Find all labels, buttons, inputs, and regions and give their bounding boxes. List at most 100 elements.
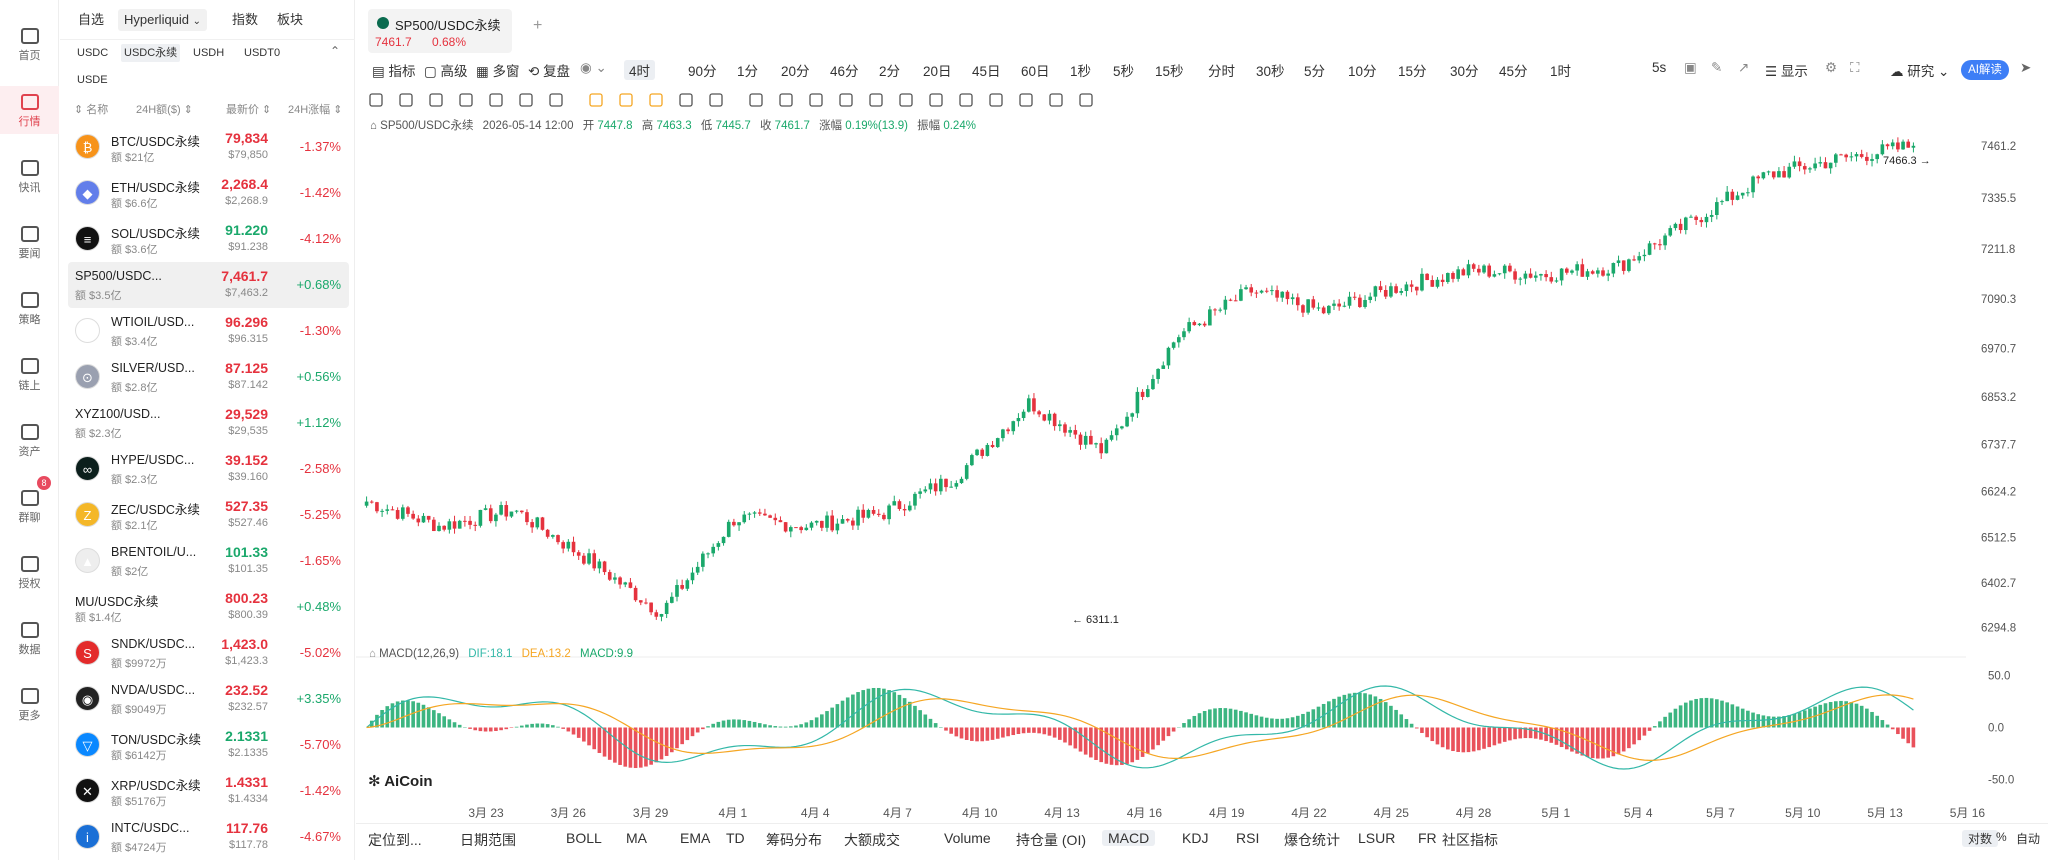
col-change-header[interactable]: 24H涨幅 ⇕	[288, 104, 343, 116]
compare-tool-icon[interactable]	[679, 93, 693, 107]
interval-1[interactable]: 90分	[688, 64, 717, 79]
market-row[interactable]: ✕ XRP/USDC永续额 $5176万 1.4331 $1.4334 -1.42%	[68, 768, 349, 814]
interval-18[interactable]: 45分	[1499, 64, 1528, 79]
ruler-tool-icon[interactable]	[779, 93, 793, 107]
tab-index[interactable]: 指数	[232, 12, 259, 27]
nav-item-6[interactable]: 资产	[0, 416, 59, 464]
nav-item-9[interactable]: 数据	[0, 614, 59, 662]
pen-icon[interactable]: ✎	[1711, 60, 1723, 75]
indicator-tab-13[interactable]: 爆仓统计	[1284, 832, 1340, 848]
indicator-tab-16[interactable]: 社区指标	[1442, 832, 1498, 848]
interval-19[interactable]: 1时	[1550, 64, 1572, 79]
interval-9[interactable]: 1秒	[1070, 64, 1092, 79]
market-row[interactable]: ◉ NVDA/USDC... 额 $9049万 232.52 $232.57 +3.35%	[68, 676, 349, 722]
market-row[interactable]: ∞ HYPE/USDC... 额 $2.3亿 39.152 $39.160 -2.58%	[68, 446, 349, 492]
subtab-usdc[interactable]: USDC	[77, 47, 109, 59]
market-row[interactable]: Z ZEC/USDC永续额 $2.1亿 527.35 $527.46 -5.25%	[68, 492, 349, 538]
market-row[interactable]: ⊙ SILVER/USD... 额 $2.8亿 87.125 $87.142 +0.56%	[68, 354, 349, 400]
hide-legend-icon[interactable]: ⌂	[370, 120, 377, 132]
hline-tool-icon[interactable]	[399, 93, 413, 107]
interval-5[interactable]: 2分	[879, 64, 901, 79]
settings-icon[interactable]: ⚙	[1825, 60, 1838, 75]
macd-settings-icon[interactable]: ⌂	[369, 648, 376, 660]
indicator-tab-5[interactable]: TD	[726, 830, 745, 846]
nav-item-3[interactable]: 要闻	[0, 218, 59, 266]
tab-hyperliquid[interactable]: Hyperliquid ⌄	[118, 9, 208, 31]
interval-0[interactable]: 4时	[624, 60, 656, 80]
market-row[interactable]: SP500/USDC... 额 $3.5亿 7,461.7 $7,463.2 +0.68…	[68, 262, 349, 308]
subtab-usde[interactable]: USDE	[77, 74, 108, 86]
subtab-usdc-perp[interactable]: USDC永续	[121, 44, 181, 62]
redo-tool-icon[interactable]	[1079, 93, 1093, 107]
brush-tool-icon[interactable]	[839, 93, 853, 107]
indicator-tab-12[interactable]: RSI	[1236, 830, 1260, 846]
export-icon[interactable]: ↗	[1738, 60, 1750, 75]
interval-14[interactable]: 5分	[1304, 64, 1326, 79]
interval-16[interactable]: 15分	[1398, 64, 1427, 79]
fib-tool-icon[interactable]	[519, 93, 533, 107]
indicator-tab-4[interactable]: EMA	[680, 830, 711, 846]
camera-tool-icon[interactable]	[959, 93, 973, 107]
market-row[interactable]: i INTC/USDC... 额 $4724万 117.76 $117.78 -4.67%	[68, 814, 349, 860]
market-row[interactable]: ▽ TON/USDC永续额 $6142万 2.1331 $2.1335 -5.70%	[68, 722, 349, 768]
interval-10[interactable]: 5秒	[1113, 64, 1135, 79]
market-row[interactable]: MU/USDC永续额 $1.4亿 800.23 $800.39 +0.48%	[68, 584, 349, 630]
scale-option-2[interactable]: 自动	[2016, 832, 2041, 846]
col-price-header[interactable]: 最新价 ⇕	[226, 104, 272, 116]
interval-6[interactable]: 20日	[923, 64, 952, 79]
indicator-tab-6[interactable]: 筹码分布	[766, 832, 822, 848]
nav-item-5[interactable]: 链上	[0, 350, 59, 398]
lock-tool-icon[interactable]	[899, 93, 913, 107]
tab-watchlist[interactable]: 自选	[78, 12, 105, 27]
magnet-tool-icon[interactable]	[869, 93, 883, 107]
interval-15[interactable]: 10分	[1348, 64, 1377, 79]
zoom-tool-icon[interactable]	[809, 93, 823, 107]
collapse-icon[interactable]: ⌃	[330, 44, 341, 58]
nav-item-7[interactable]: 群聊 8	[0, 476, 59, 530]
nav-item-2[interactable]: 快讯	[0, 152, 59, 200]
ai-interpret-button[interactable]: AI解读	[1961, 60, 2009, 80]
indicator-tab-15[interactable]: FR	[1418, 830, 1437, 846]
indicator-tab-7[interactable]: 大额成交	[844, 832, 900, 848]
market-row[interactable]: S SNDK/USDC... 额 $9972万 1,423.0 $1,423.3 -5.0…	[68, 630, 349, 676]
indicator-tab-1[interactable]: 日期范围	[460, 832, 516, 848]
eye-tool-icon[interactable]	[929, 93, 943, 107]
indicator-tab-2[interactable]: BOLL	[566, 830, 602, 846]
ray-tool-icon[interactable]	[459, 93, 473, 107]
interval-3[interactable]: 20分	[781, 64, 810, 79]
channel-tool-icon[interactable]	[429, 93, 443, 107]
replay-button[interactable]: ⟲ 复盘	[528, 64, 571, 79]
measure-tool-icon[interactable]	[709, 93, 723, 107]
advanced-button[interactable]: ▢ 高级	[424, 64, 468, 79]
more-tool-icon[interactable]	[549, 93, 563, 107]
line-tool-icon[interactable]	[369, 93, 383, 107]
market-row[interactable]: ◆ ETH/USDC永续额 $6.6亿 2,268.4 $2,268.9 -1.42%	[68, 170, 349, 216]
interval-7[interactable]: 45日	[972, 64, 1001, 79]
interval-12[interactable]: 分时	[1208, 64, 1235, 79]
scale-option-1[interactable]: %	[1996, 830, 2007, 844]
market-row[interactable]: ₿ BTC/USDC永续额 $21亿 79,834 $79,850 -1.37%	[68, 124, 349, 170]
interval-8[interactable]: 60日	[1021, 64, 1050, 79]
nav-item-0[interactable]: 首页	[0, 20, 59, 68]
big-tool-icon[interactable]	[619, 93, 633, 107]
research-button[interactable]: ☁ 研究 ⌄	[1890, 64, 1950, 79]
col-vol-header[interactable]: 24H额($) ⇕	[136, 104, 193, 116]
market-row[interactable]: ≡ SOL/USDC永续额 $3.6亿 91.220 $91.238 -4.12%	[68, 216, 349, 262]
market-row[interactable]: XYZ100/USD... 额 $2.3亿 29,529 $29,535 +1.12%	[68, 400, 349, 446]
camera-icon[interactable]: ▣	[1684, 60, 1697, 75]
filter-tool-icon[interactable]	[989, 93, 1003, 107]
interval-11[interactable]: 15秒	[1155, 64, 1184, 79]
nav-item-1[interactable]: 行情	[0, 86, 59, 134]
rect-tool-icon[interactable]	[489, 93, 503, 107]
scale-option-0[interactable]: 对数	[1962, 830, 1999, 847]
indicator-tab-0[interactable]: 定位到...	[368, 832, 422, 848]
market-row[interactable]: ▲ BRENTOIL/U... 额 $2亿 101.33 $101.35 -1.65%	[68, 538, 349, 584]
candlestick-chart[interactable]: 7461.2 7335.5 7211.8 7090.3 6970.7 6853.2 6737…	[356, 130, 2048, 820]
nav-item-8[interactable]: 授权	[0, 548, 59, 596]
interval-4[interactable]: 46分	[830, 64, 859, 79]
indicator-tab-9[interactable]: 持仓量 (OI)	[1016, 832, 1086, 848]
market-row[interactable]: ▲ WTIOIL/USD... 额 $3.4亿 96.296 $96.315 -1.30%	[68, 308, 349, 354]
indicator-tab-11[interactable]: KDJ	[1182, 830, 1209, 846]
subtab-usdt0[interactable]: USDT0	[244, 47, 281, 59]
add-tab-icon[interactable]: +	[533, 17, 543, 34]
